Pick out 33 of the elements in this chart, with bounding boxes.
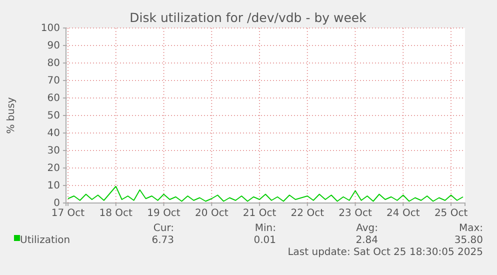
x-tick-label: 21 Oct (242, 208, 276, 220)
line-series (67, 186, 464, 202)
text: 6.73 (152, 235, 174, 246)
x-tick-label: 20 Oct (195, 208, 228, 220)
y-tick-label: 10 (47, 180, 60, 192)
y-tick-label: 100 (40, 23, 60, 34)
text: 2.84 (356, 235, 378, 246)
y-tick-label: 40 (47, 128, 60, 140)
y-axis-title: % busy (6, 97, 17, 134)
x-tick-label: 22 Oct (290, 208, 324, 220)
y-tick-label: 20 (47, 163, 60, 174)
chart-title: Disk utilization for /dev/vdb - by week (130, 10, 368, 25)
text: 0.01 (254, 235, 276, 246)
x-tick-label: 19 Oct (147, 208, 180, 220)
x-tick-label: 18 Oct (99, 208, 133, 220)
x-tick-label: 24 Oct (386, 208, 420, 220)
text: 35.80 (454, 235, 483, 246)
x-tick-label: 17 Oct (51, 208, 85, 220)
text: Min: (254, 223, 276, 234)
y-tick-label: 60 (47, 93, 60, 104)
y-tick-label: 70 (47, 76, 60, 87)
y-tick-label: 0 (54, 198, 60, 210)
x-tick-label: 25 Oct (434, 208, 468, 220)
y-tick-label: 80 (47, 58, 60, 70)
text: Avg: (356, 223, 378, 234)
text: Last update: Sat Oct 25 18:30:05 2025 (288, 247, 483, 258)
y-tick-label: 50 (47, 110, 60, 122)
y-tick-label: 90 (47, 40, 60, 52)
text: Max: (458, 223, 483, 234)
x-tick-label: 23 Oct (338, 208, 372, 220)
legend-label: Utilization (20, 235, 70, 246)
text: Cur: (153, 223, 174, 234)
y-tick-label: 30 (47, 146, 60, 157)
